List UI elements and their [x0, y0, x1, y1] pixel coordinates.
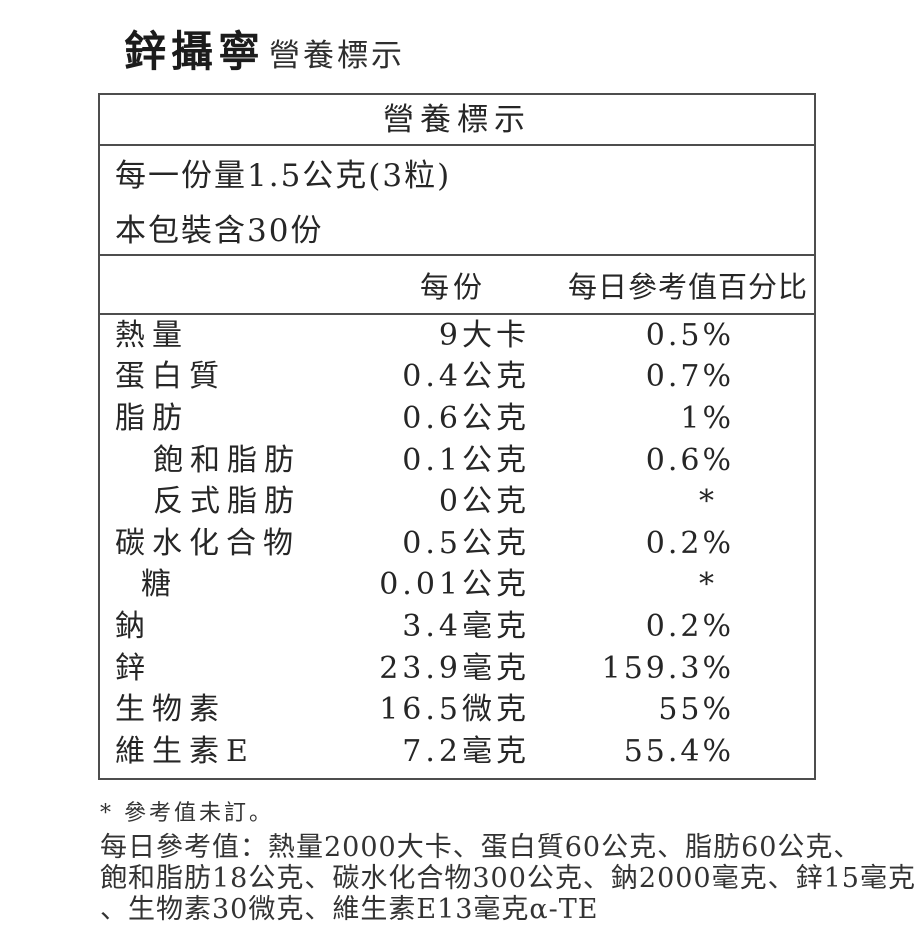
nutrition-table: 營養標示 每一份量1.5公克(3粒) 本包裝含30份 每份 每日參考值百分比 熱… — [98, 93, 816, 780]
table-row: 碳水化合物 0.5公克 0.2% — [100, 523, 814, 565]
dv-value: 55% — [658, 692, 734, 728]
serving-info: 每一份量1.5公克(3粒) 本包裝含30份 — [100, 146, 814, 256]
nutrient-value: 0.5公克 — [402, 525, 530, 561]
asterisk-note: * 參考值未訂。 — [100, 801, 274, 826]
table-row: 鈉 3.4毫克 0.2% — [100, 606, 814, 648]
nutrient-value: 0.6公克 — [402, 400, 530, 436]
dv-value: 0.2% — [645, 525, 734, 561]
nutrient-label: 飽和脂肪 — [153, 442, 301, 478]
nutrient-label: 糖 — [141, 567, 178, 603]
nutrient-label: 碳水化合物 — [115, 525, 300, 561]
daily-reference-line: 、生物素30微克、維生素E13毫克α-TE — [100, 894, 599, 925]
nutrient-label: 鈉 — [115, 608, 152, 644]
servings-per-package: 本包裝含30份 — [115, 213, 324, 249]
column-per-serving: 每份 — [419, 270, 487, 304]
nutrient-value: 0.1公克 — [402, 442, 530, 478]
nutrient-label: 熱量 — [115, 317, 189, 353]
table-row: 糖 0.01公克 * — [100, 565, 814, 607]
column-daily-value-pct: 每日參考值百分比 — [567, 270, 808, 304]
product-name: 鋅攝寧 — [124, 27, 266, 76]
table-body: 熱量 9大卡 0.5% 蛋白質 0.4公克 0.7% 脂肪 0.6公克 1% 飽… — [100, 315, 814, 773]
table-row: 反式脂肪 0公克 * — [100, 481, 814, 523]
daily-reference-line: 每日參考值：熱量2000大卡、蛋白質60公克、脂肪60公克、 — [100, 832, 862, 863]
table-row: 生物素 16.5微克 55% — [100, 689, 814, 731]
nutrient-value: 0.01公克 — [379, 567, 530, 603]
footnotes: * 參考值未訂。 每日參考值：熱量2000大卡、蛋白質60公克、脂肪60公克、 … — [100, 795, 916, 925]
nutrient-label: 鋅 — [115, 650, 152, 686]
dv-value: * — [699, 484, 717, 520]
dv-value: 0.5% — [645, 317, 734, 353]
column-headers: 每份 每日參考值百分比 — [100, 256, 814, 315]
dv-value: 1% — [680, 400, 734, 436]
nutrient-label: 蛋白質 — [115, 359, 226, 395]
table-row: 蛋白質 0.4公克 0.7% — [100, 357, 814, 399]
nutrient-value: 7.2毫克 — [402, 733, 530, 769]
nutrient-label: 生物素 — [115, 692, 226, 728]
page-title: 鋅攝寧 營養標示 — [124, 18, 405, 79]
table-row: 維生素E 7.2毫克 55.4% — [100, 731, 814, 773]
dv-value: 159.3% — [601, 650, 734, 686]
nutrient-value: 0公克 — [438, 484, 530, 520]
dv-value: * — [699, 567, 717, 603]
nutrient-label: 反式脂肪 — [153, 484, 301, 520]
dv-value: 0.7% — [645, 359, 734, 395]
nutrient-label: 維生素E — [115, 733, 255, 769]
nutrient-value: 9大卡 — [438, 317, 530, 353]
dv-value: 0.6% — [645, 442, 734, 478]
table-header: 營養標示 — [100, 95, 814, 146]
page-title-label: 營養標示 — [269, 38, 406, 74]
nutrient-value: 16.5微克 — [379, 692, 530, 728]
daily-reference-line: 飽和脂肪18公克、碳水化合物300公克、鈉2000毫克、鋅15毫克 — [100, 863, 916, 894]
nutrient-value: 0.4公克 — [402, 359, 530, 395]
table-row: 脂肪 0.6公克 1% — [100, 398, 814, 440]
serving-size: 每一份量1.5公克(3粒) — [115, 158, 452, 194]
table-row: 飽和脂肪 0.1公克 0.6% — [100, 440, 814, 482]
dv-value: 55.4% — [623, 733, 734, 769]
nutrient-value: 23.9毫克 — [379, 650, 530, 686]
dv-value: 0.2% — [645, 608, 734, 644]
table-row: 鋅 23.9毫克 159.3% — [100, 648, 814, 690]
nutrient-value: 3.4毫克 — [402, 608, 530, 644]
nutrient-label: 脂肪 — [115, 400, 189, 436]
table-row: 熱量 9大卡 0.5% — [100, 315, 814, 357]
